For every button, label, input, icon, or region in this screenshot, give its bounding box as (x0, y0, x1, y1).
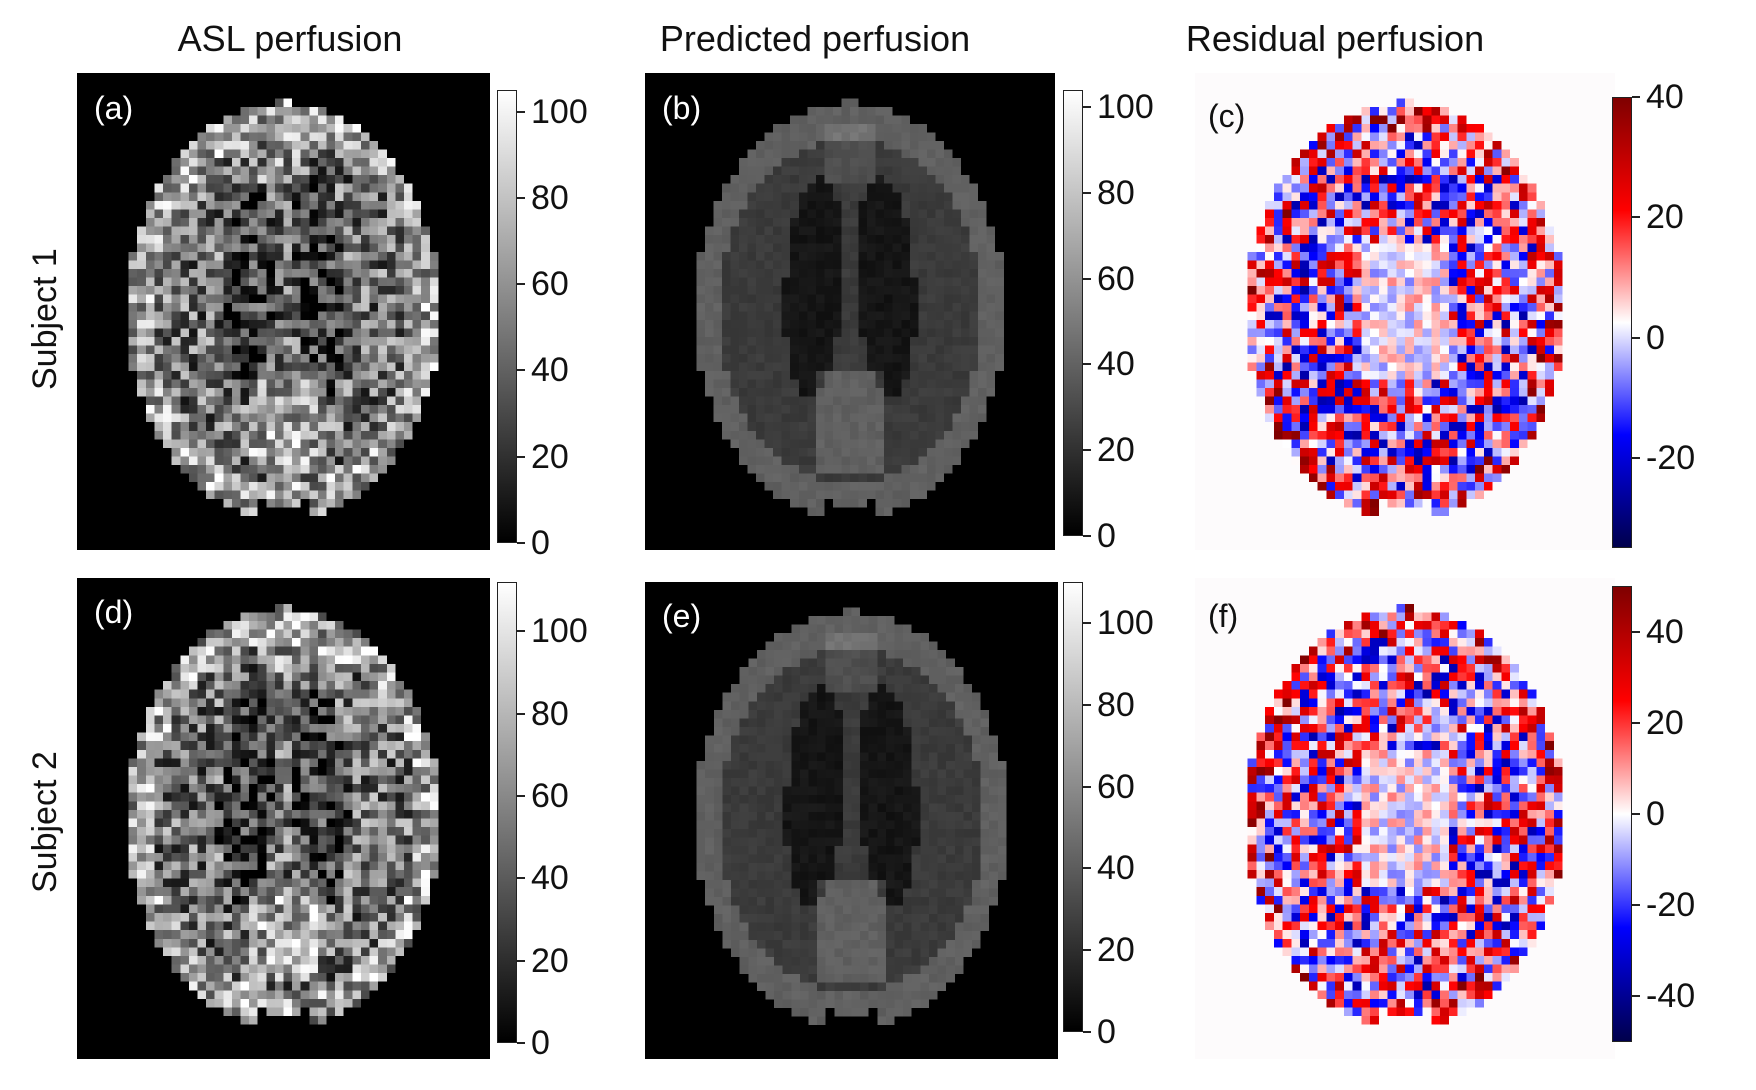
colorbar-tick-label: 0 (531, 524, 550, 562)
colorbar-tick-label: 80 (531, 178, 569, 217)
colorbar-tick (1083, 1031, 1091, 1033)
colorbar-tick (1632, 721, 1640, 724)
predicted-perfusion-map-subject-2 (645, 582, 1058, 1059)
colorbar-tick (1632, 336, 1640, 339)
colorbar-tick-label: 40 (1097, 849, 1135, 888)
colorbar-tick (517, 959, 525, 962)
colorbar-tick-label: 60 (531, 777, 569, 816)
colorbar-tick-label: 20 (1097, 431, 1135, 470)
panel-tag-d: (d) (94, 594, 134, 630)
colorbar-tick-label: -20 (1646, 886, 1696, 925)
colorbar-b (1063, 90, 1083, 536)
colorbar-tick-label: 60 (1097, 259, 1135, 298)
asl-perfusion-map-subject-2 (77, 578, 490, 1059)
colorbar-tick (517, 542, 525, 544)
colorbar-tick-label: 0 (531, 1024, 550, 1062)
colorbar-tick (517, 455, 525, 458)
residual-perfusion-map-subject-2 (1195, 578, 1615, 1059)
panel-tag-c: (c) (1208, 98, 1246, 134)
colorbar-tick (517, 630, 525, 633)
colorbar-tick (1632, 904, 1640, 907)
colorbar-tick-label: 0 (1646, 795, 1665, 833)
colorbar-tick (1083, 785, 1091, 788)
colorbar-tick-label: 0 (1097, 1013, 1116, 1051)
column-title-asl: ASL perfusion (177, 18, 403, 59)
colorbar-tick-label: -40 (1646, 977, 1696, 1016)
colorbar-tick-label: 0 (1646, 318, 1665, 357)
colorbar-tick (517, 877, 525, 880)
colorbar-tick (1083, 191, 1091, 194)
colorbar-tick-label: 100 (531, 92, 588, 131)
colorbar-tick (1083, 621, 1091, 624)
colorbar-tick (1083, 949, 1091, 952)
colorbar-tick (1083, 106, 1091, 109)
colorbar-e (1063, 582, 1083, 1032)
colorbar-tick-label: 20 (1646, 703, 1684, 742)
colorbar-tick (1083, 449, 1091, 452)
column-title-predicted: Predicted perfusion (659, 18, 971, 59)
colorbar-tick-label: 100 (531, 612, 588, 651)
colorbar-tick (1632, 456, 1640, 459)
colorbar-tick (517, 110, 525, 113)
colorbar-tick-label: 20 (1646, 198, 1684, 237)
colorbar-tick (517, 712, 525, 715)
colorbar-tick (1083, 363, 1091, 366)
colorbar-tick (517, 795, 525, 798)
colorbar-tick (517, 1042, 525, 1044)
colorbar-tick-label: 20 (531, 941, 569, 980)
colorbar-tick (517, 369, 525, 372)
colorbar-tick-label: 80 (1097, 173, 1135, 212)
colorbar-tick (1632, 96, 1640, 98)
colorbar-tick-label: 40 (531, 859, 569, 898)
colorbar-tick (517, 196, 525, 199)
colorbar-tick-label: 80 (1097, 685, 1135, 724)
colorbar-tick-label: 80 (531, 694, 569, 733)
colorbar-tick-label: 20 (531, 437, 569, 476)
colorbar-tick-label: 40 (1646, 612, 1684, 651)
colorbar-tick-label: 40 (1097, 345, 1135, 384)
row-title-subject-2: Subject 2 (26, 751, 64, 893)
row-title-subject-1: Subject 1 (26, 248, 64, 390)
colorbar-tick-label: 100 (1097, 603, 1154, 642)
residual-perfusion-map-subject-1 (1195, 73, 1615, 550)
panel-tag-b: (b) (662, 90, 702, 126)
colorbar-tick-label: 40 (1646, 78, 1684, 116)
colorbar-tick-label: 20 (1097, 931, 1135, 970)
colorbar-tick (1632, 216, 1640, 219)
colorbar-tick (1632, 813, 1640, 815)
panel-tag-f: (f) (1208, 598, 1239, 634)
colorbar-f (1612, 586, 1632, 1042)
colorbar-tick-label: -20 (1646, 438, 1696, 477)
colorbar-tick-label: 100 (1097, 88, 1154, 127)
colorbar-c (1612, 97, 1632, 548)
colorbar-tick-label: 40 (531, 351, 569, 390)
panel-tag-e: (e) (662, 598, 702, 634)
colorbar-tick (1632, 630, 1640, 633)
colorbar-tick-label: 60 (531, 265, 569, 304)
asl-perfusion-map-subject-1 (77, 73, 490, 550)
colorbar-a (497, 90, 517, 543)
colorbar-tick-label: 60 (1097, 767, 1135, 806)
colorbar-tick-label: 0 (1097, 517, 1116, 555)
colorbar-d (497, 582, 517, 1043)
panel-tag-a: (a) (94, 90, 134, 126)
colorbar-tick (1083, 867, 1091, 870)
colorbar-tick (1083, 703, 1091, 706)
colorbar-tick (517, 283, 525, 286)
colorbar-tick (1083, 535, 1091, 537)
colorbar-tick (1083, 277, 1091, 280)
predicted-perfusion-map-subject-1 (645, 73, 1055, 550)
column-title-residual: Residual perfusion (1185, 18, 1485, 59)
colorbar-tick (1632, 995, 1640, 998)
